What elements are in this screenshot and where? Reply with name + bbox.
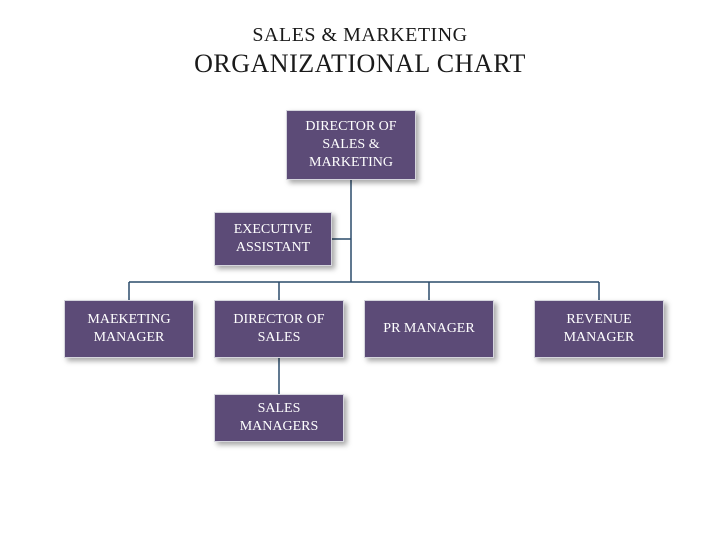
- node-director: DIRECTOR OF SALES & MARKETING: [286, 110, 416, 180]
- node-label: SALES MANAGERS: [221, 400, 337, 436]
- node-marketing-manager: MAEKETING MANAGER: [64, 300, 194, 358]
- node-label: PR MANAGER: [383, 320, 474, 338]
- node-label: EXECUTIVE ASSISTANT: [221, 221, 325, 257]
- node-label: REVENUE MANAGER: [541, 311, 657, 347]
- node-sales-managers: SALES MANAGERS: [214, 394, 344, 442]
- node-pr-manager: PR MANAGER: [364, 300, 494, 358]
- node-label: DIRECTOR OF SALES: [221, 311, 337, 347]
- node-director-of-sales: DIRECTOR OF SALES: [214, 300, 344, 358]
- org-chart: DIRECTOR OF SALES & MARKETING EXECUTIVE …: [0, 0, 720, 540]
- node-assistant: EXECUTIVE ASSISTANT: [214, 212, 332, 266]
- node-label: MAEKETING MANAGER: [71, 311, 187, 347]
- connector-lines: [0, 0, 720, 540]
- node-label: DIRECTOR OF SALES & MARKETING: [293, 118, 409, 173]
- node-revenue-manager: REVENUE MANAGER: [534, 300, 664, 358]
